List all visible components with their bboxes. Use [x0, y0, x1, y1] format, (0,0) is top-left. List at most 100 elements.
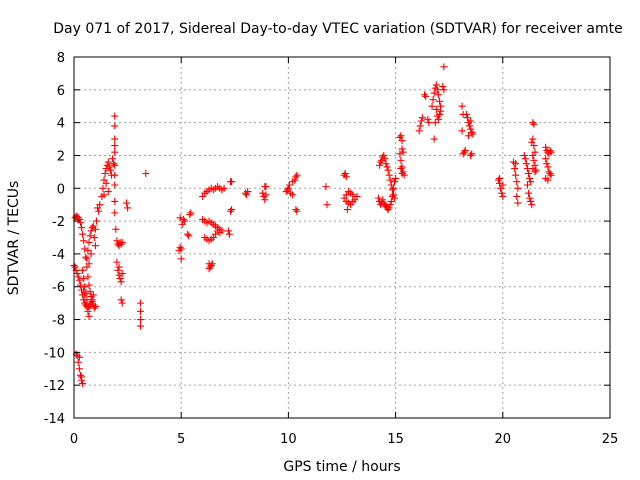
data-point [85, 312, 93, 320]
data-point [547, 171, 555, 179]
data-point [378, 156, 386, 164]
data-point [228, 206, 236, 214]
data-point [513, 178, 521, 186]
data-point [530, 142, 538, 150]
data-point [102, 165, 110, 173]
y-tick-label: -2 [52, 215, 65, 230]
data-point [343, 206, 351, 214]
data-point [289, 191, 297, 199]
data-point [101, 170, 109, 178]
data-point [81, 245, 89, 253]
data-point [83, 255, 91, 263]
data-point [399, 148, 407, 156]
data-point [499, 192, 507, 200]
data-point [430, 89, 438, 97]
x-tick-label: 25 [602, 432, 619, 447]
data-point [530, 120, 538, 128]
data-point [434, 115, 442, 123]
data-point [99, 184, 107, 192]
y-tick-label: -10 [44, 346, 65, 361]
data-point [530, 156, 538, 164]
data-point [529, 135, 537, 143]
data-point [110, 160, 118, 168]
data-point [349, 191, 357, 199]
data-point [392, 174, 400, 182]
data-point [75, 276, 83, 284]
data-point [386, 176, 394, 184]
data-point [542, 143, 550, 151]
data-point [466, 122, 474, 130]
data-point [118, 238, 126, 246]
data-point [220, 184, 228, 192]
data-point [424, 115, 432, 123]
data-point [293, 207, 301, 215]
data-point [529, 119, 537, 127]
data-point [496, 174, 504, 182]
data-point [111, 148, 119, 156]
data-point [259, 189, 267, 197]
x-axis-label: GPS time / hours [283, 459, 400, 475]
data-point [78, 224, 86, 232]
data-point [111, 142, 119, 150]
data-point [418, 114, 426, 122]
data-point [415, 127, 423, 135]
y-tick-label: -8 [52, 314, 65, 329]
data-point [262, 183, 270, 191]
data-point [396, 150, 404, 158]
data-point [136, 316, 144, 324]
data-point [468, 128, 476, 136]
grid-lines [74, 57, 610, 418]
y-tick-label: -14 [44, 412, 65, 427]
data-point [85, 260, 93, 268]
y-axis-label: SDTVAR / TECUs [6, 181, 22, 296]
data-point [225, 230, 233, 238]
data-point [116, 275, 124, 283]
y-tick-label: 2 [57, 149, 65, 164]
data-point [83, 296, 91, 304]
data-point [117, 296, 125, 304]
data-point [76, 219, 84, 227]
data-point [544, 176, 552, 184]
data-point [391, 178, 399, 186]
data-point [113, 258, 121, 266]
data-point [283, 186, 291, 194]
data-point [353, 192, 361, 200]
data-point [417, 117, 425, 125]
data-point [185, 232, 193, 240]
data-point [440, 86, 448, 94]
x-tick-label: 15 [387, 432, 404, 447]
data-point [432, 81, 440, 89]
data-point [531, 168, 539, 176]
data-point [379, 196, 387, 204]
data-point [385, 171, 393, 179]
data-point [111, 122, 119, 130]
data-point [429, 96, 437, 104]
data-point [123, 199, 131, 207]
data-point [93, 217, 101, 225]
y-tick-label: 8 [57, 51, 65, 66]
data-point [179, 215, 187, 223]
data-point [80, 237, 88, 245]
data-point [96, 201, 104, 209]
y-axis: -14 -12 -10 -8 -6 -4 -2 0 2 4 6 8 [44, 51, 610, 427]
data-point [469, 130, 477, 138]
chart-title: Day 071 of 2017, Sidereal Day-to-day VTE… [53, 21, 623, 37]
data-point [513, 192, 521, 200]
data-point [244, 188, 252, 196]
data-point [87, 250, 95, 258]
data-point [458, 102, 466, 110]
data-point [523, 181, 531, 189]
x-axis: 0 5 10 15 20 25 [70, 57, 618, 447]
data-point [511, 165, 519, 173]
data-point [525, 189, 533, 197]
data-point [75, 365, 83, 373]
data-point [397, 156, 405, 164]
data-point [104, 188, 112, 196]
data-point [177, 245, 185, 253]
data-series-sdtvar [70, 63, 555, 388]
data-point [111, 161, 119, 169]
data-point [227, 207, 235, 215]
data-point [111, 181, 119, 189]
data-point [430, 135, 438, 143]
